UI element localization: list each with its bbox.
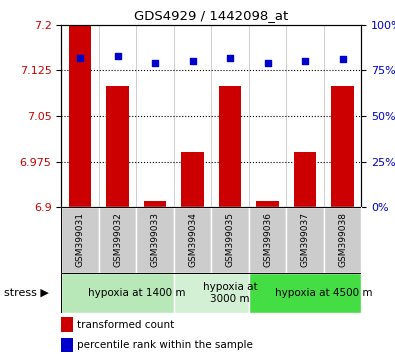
Text: GSM399031: GSM399031 xyxy=(75,212,85,267)
Point xyxy=(302,58,308,64)
Point xyxy=(77,55,83,61)
Bar xyxy=(219,86,241,207)
Bar xyxy=(211,207,249,273)
Point xyxy=(152,60,158,66)
Bar xyxy=(181,153,204,207)
Bar xyxy=(286,207,324,273)
Text: GSM399038: GSM399038 xyxy=(338,212,347,267)
Bar xyxy=(144,201,166,207)
Bar xyxy=(294,153,316,207)
Bar xyxy=(69,25,91,207)
Point xyxy=(340,57,346,62)
Text: GSM399035: GSM399035 xyxy=(226,212,235,267)
Text: hypoxia at
3000 m: hypoxia at 3000 m xyxy=(203,282,258,304)
Text: GSM399033: GSM399033 xyxy=(150,212,160,267)
Bar xyxy=(249,273,361,313)
Text: GSM399036: GSM399036 xyxy=(263,212,272,267)
Text: hypoxia at 1400 m: hypoxia at 1400 m xyxy=(88,288,185,298)
Text: percentile rank within the sample: percentile rank within the sample xyxy=(77,340,253,350)
Bar xyxy=(106,86,129,207)
Bar xyxy=(256,201,279,207)
Title: GDS4929 / 1442098_at: GDS4929 / 1442098_at xyxy=(134,9,288,22)
Bar xyxy=(61,338,73,352)
Text: GSM399032: GSM399032 xyxy=(113,212,122,267)
Bar xyxy=(61,207,99,273)
Bar xyxy=(99,207,136,273)
Text: GSM399037: GSM399037 xyxy=(301,212,310,267)
Text: transformed count: transformed count xyxy=(77,320,174,330)
Point xyxy=(227,55,233,61)
Bar xyxy=(174,273,249,313)
Bar xyxy=(249,207,286,273)
Text: hypoxia at 4500 m: hypoxia at 4500 m xyxy=(275,288,372,298)
Bar xyxy=(324,207,361,273)
Point xyxy=(115,53,121,59)
Text: stress ▶: stress ▶ xyxy=(4,288,49,298)
Point xyxy=(190,58,196,64)
Bar xyxy=(61,273,174,313)
Bar xyxy=(136,207,174,273)
Point xyxy=(265,60,271,66)
Bar xyxy=(174,207,211,273)
Text: GSM399034: GSM399034 xyxy=(188,212,197,267)
Bar xyxy=(61,317,73,332)
Bar xyxy=(331,86,354,207)
